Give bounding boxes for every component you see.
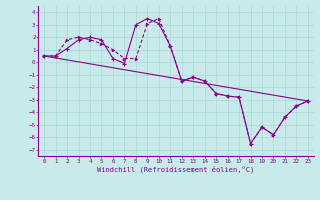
X-axis label: Windchill (Refroidissement éolien,°C): Windchill (Refroidissement éolien,°C) xyxy=(97,166,255,173)
